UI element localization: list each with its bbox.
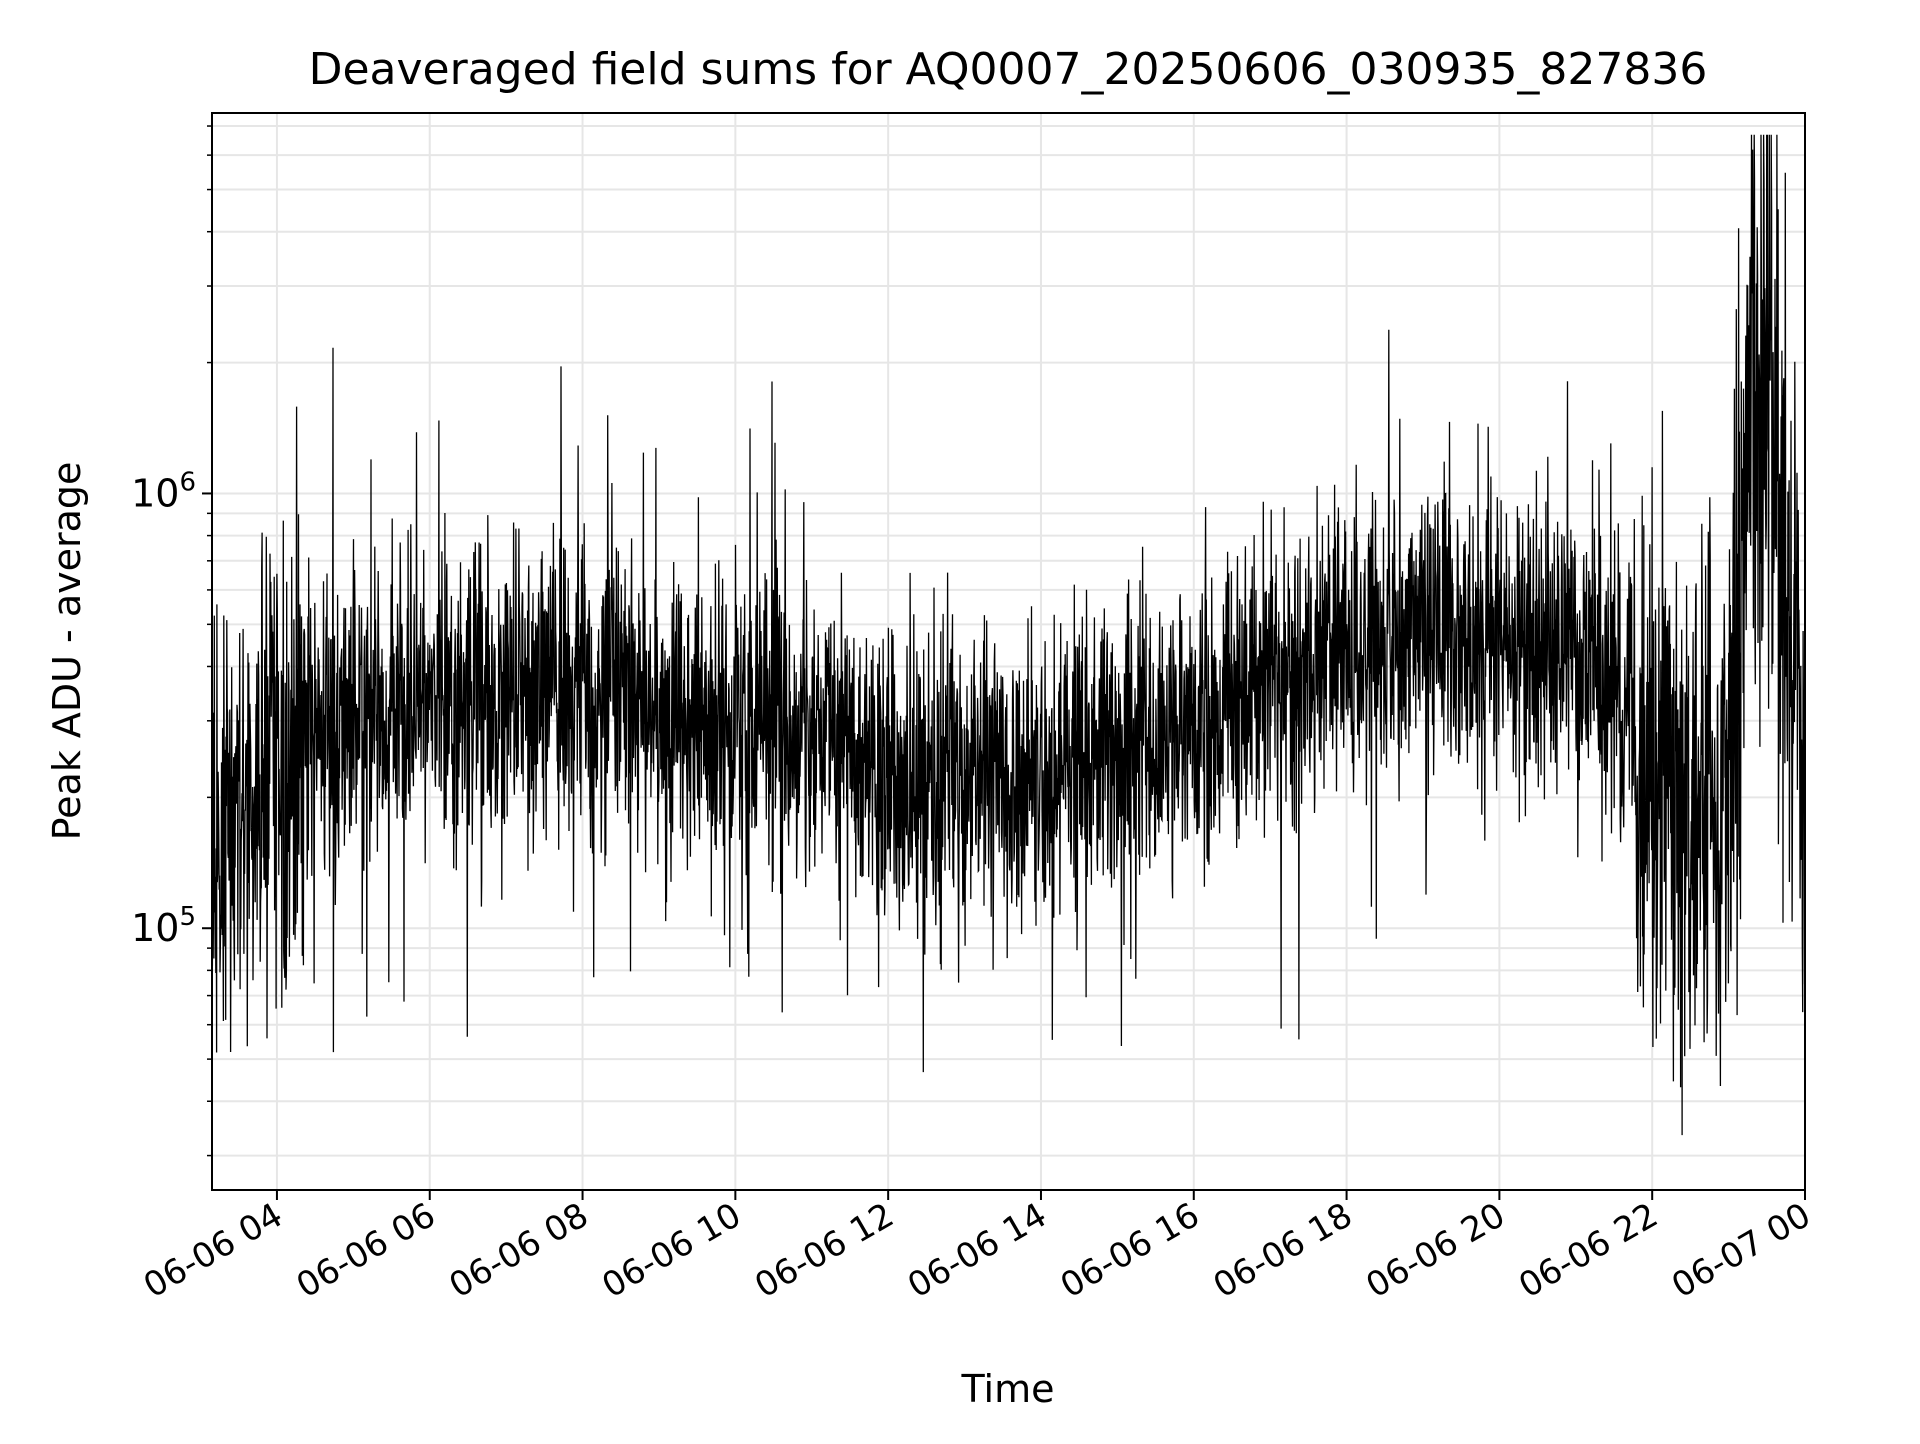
series-layer	[211, 134, 1806, 1136]
x-axis-label: Time	[961, 1367, 1055, 1411]
series-line	[211, 134, 1806, 1136]
y-tick-label: 106	[131, 467, 196, 515]
y-tick-label: 105	[131, 902, 196, 950]
plot-frame	[211, 112, 1806, 1191]
chart-title: Deaveraged field sums for AQ0007_2025060…	[309, 44, 1708, 95]
y-axis-label: Peak ADU - average	[45, 462, 89, 841]
